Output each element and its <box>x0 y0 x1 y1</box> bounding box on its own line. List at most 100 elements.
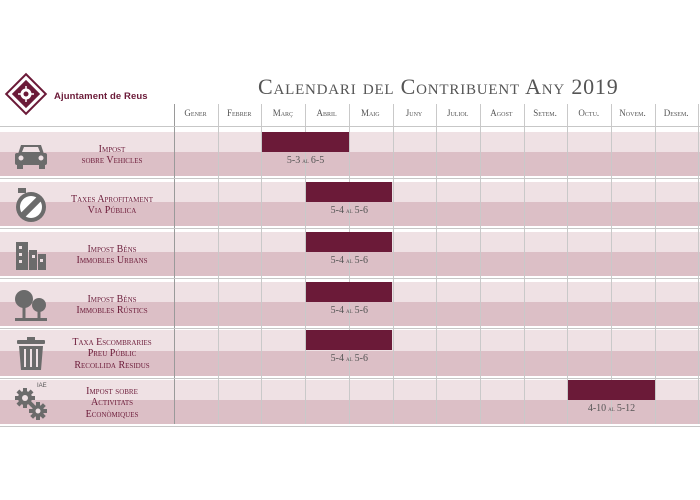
task-label-line: sobre Vehicles <box>81 155 143 166</box>
task-bar <box>306 232 393 252</box>
range-end: 6-5 <box>310 155 325 166</box>
row-band <box>0 132 700 152</box>
task-label-line: Recollida Residus <box>74 359 150 371</box>
org-name: Ajuntament de Reus <box>54 91 148 102</box>
task-bar <box>306 330 393 350</box>
page-title: Calendari del Contribuent Any 2019 <box>258 74 619 99</box>
month-header: Abril <box>316 108 337 118</box>
gears-icon <box>12 384 50 422</box>
month-header: Febrer <box>227 108 252 118</box>
task-label: Taxa Escombraries Preu Públic Recollida Re… <box>50 337 174 372</box>
month-header: Agost <box>490 108 513 118</box>
task-label: Impost sobre Activitats Econòmiques <box>50 386 174 421</box>
grid-row-line <box>0 178 700 179</box>
grid-row-line <box>0 426 700 427</box>
month-header: Gener <box>184 108 207 118</box>
range-separator: al <box>345 307 353 315</box>
range-separator: al <box>345 207 353 215</box>
range-separator: al <box>302 157 309 165</box>
grid-column-line <box>305 104 307 424</box>
task-label-line: Immobles Rústics <box>76 305 148 316</box>
task-label: Impost Béns Immobles Rústics <box>50 294 174 317</box>
icon-caption: IAE <box>37 383 47 389</box>
grid-column-line <box>392 104 394 424</box>
no-parking-sign-icon <box>12 186 50 224</box>
month-header: Març <box>272 108 294 118</box>
range-separator: al <box>345 355 353 363</box>
month-header: Octu. <box>578 108 600 118</box>
range-end: 5-6 <box>354 305 368 316</box>
row-band <box>0 399 700 424</box>
month-header: Juny <box>405 108 423 118</box>
task-label: Impost Béns Immobles Urbans <box>50 244 174 267</box>
task-label-line: Taxa Escombraries <box>72 336 152 348</box>
task-date-range: 5-4 al 5-6 <box>304 255 394 266</box>
car-icon <box>12 136 50 174</box>
month-header: Setem. <box>533 108 557 118</box>
buildings-icon <box>12 236 50 274</box>
task-label-line: Econòmiques <box>85 408 139 420</box>
grid-column-line <box>217 104 219 424</box>
task-date-range: 5-3 al 6-5 <box>261 155 351 166</box>
task-label: Impost sobre Vehicles <box>50 144 174 167</box>
month-header: Desem. <box>663 108 689 118</box>
grid-column-line <box>261 104 263 424</box>
month-header: Juliol <box>446 108 469 118</box>
task-date-range: 5-4 al 5-6 <box>304 353 394 364</box>
task-date-range: 5-4 al 5-6 <box>304 205 394 216</box>
grid-column-line <box>174 104 175 424</box>
range-start: 5-4 <box>330 305 344 316</box>
task-date-range: 4-10 al 5-12 <box>567 403 657 414</box>
range-end: 5-6 <box>354 353 368 364</box>
task-label-line: Immobles Urbans <box>76 255 148 266</box>
range-separator: al <box>608 405 615 413</box>
task-bar <box>306 182 393 202</box>
task-label-line: Impost Béns <box>87 243 137 255</box>
row-band <box>0 380 700 400</box>
task-label-line: Preu Públic <box>87 348 137 360</box>
trash-bin-icon <box>12 335 50 373</box>
ajuntament-logo-icon <box>4 72 48 116</box>
range-end: 5-6 <box>354 255 368 266</box>
task-bar <box>568 380 655 400</box>
task-label-line: Impost <box>98 143 126 155</box>
grid-row-line <box>0 278 700 279</box>
range-start: 5-4 <box>330 255 344 266</box>
grid-row-line <box>0 378 700 379</box>
task-label-line: Via Pública <box>87 205 137 216</box>
range-separator: al <box>345 257 353 265</box>
task-label-line: Taxes Aprofitament <box>70 193 153 205</box>
range-start: 5-3 <box>286 155 301 166</box>
range-start: 4-10 <box>587 403 607 414</box>
trees-icon <box>12 286 50 324</box>
grid-column-line <box>698 104 700 424</box>
grid-column-line <box>611 104 612 424</box>
task-bar <box>306 282 393 302</box>
grid-column-line <box>348 104 350 424</box>
row-band <box>0 350 700 376</box>
range-end: 5-6 <box>354 205 368 216</box>
task-label-line: Activitats <box>90 397 134 409</box>
range-end: 5-12 <box>616 403 636 414</box>
grid-column-line <box>523 104 525 424</box>
range-start: 5-4 <box>330 205 344 216</box>
task-label: Taxes Aprofitament Via Pública <box>50 194 174 217</box>
grid-column-line <box>479 104 481 424</box>
row-band <box>0 201 700 226</box>
grid-row-line <box>0 328 700 329</box>
grid-row-line <box>0 228 700 229</box>
row-band <box>0 301 700 326</box>
task-date-range: 5-4 al 5-6 <box>304 305 394 316</box>
task-bar <box>262 132 349 152</box>
grid-column-line <box>436 104 438 424</box>
task-label-line: Impost Béns <box>87 293 137 305</box>
month-header: Novem. <box>619 108 646 118</box>
month-header: Maig <box>360 108 380 118</box>
grid-column-line <box>654 104 656 424</box>
grid-row-line <box>0 126 700 127</box>
row-band <box>0 151 700 176</box>
row-band <box>0 251 700 276</box>
range-start: 5-4 <box>330 353 344 364</box>
task-label-line: Impost sobre <box>86 385 138 397</box>
grid-column-line <box>567 104 569 424</box>
